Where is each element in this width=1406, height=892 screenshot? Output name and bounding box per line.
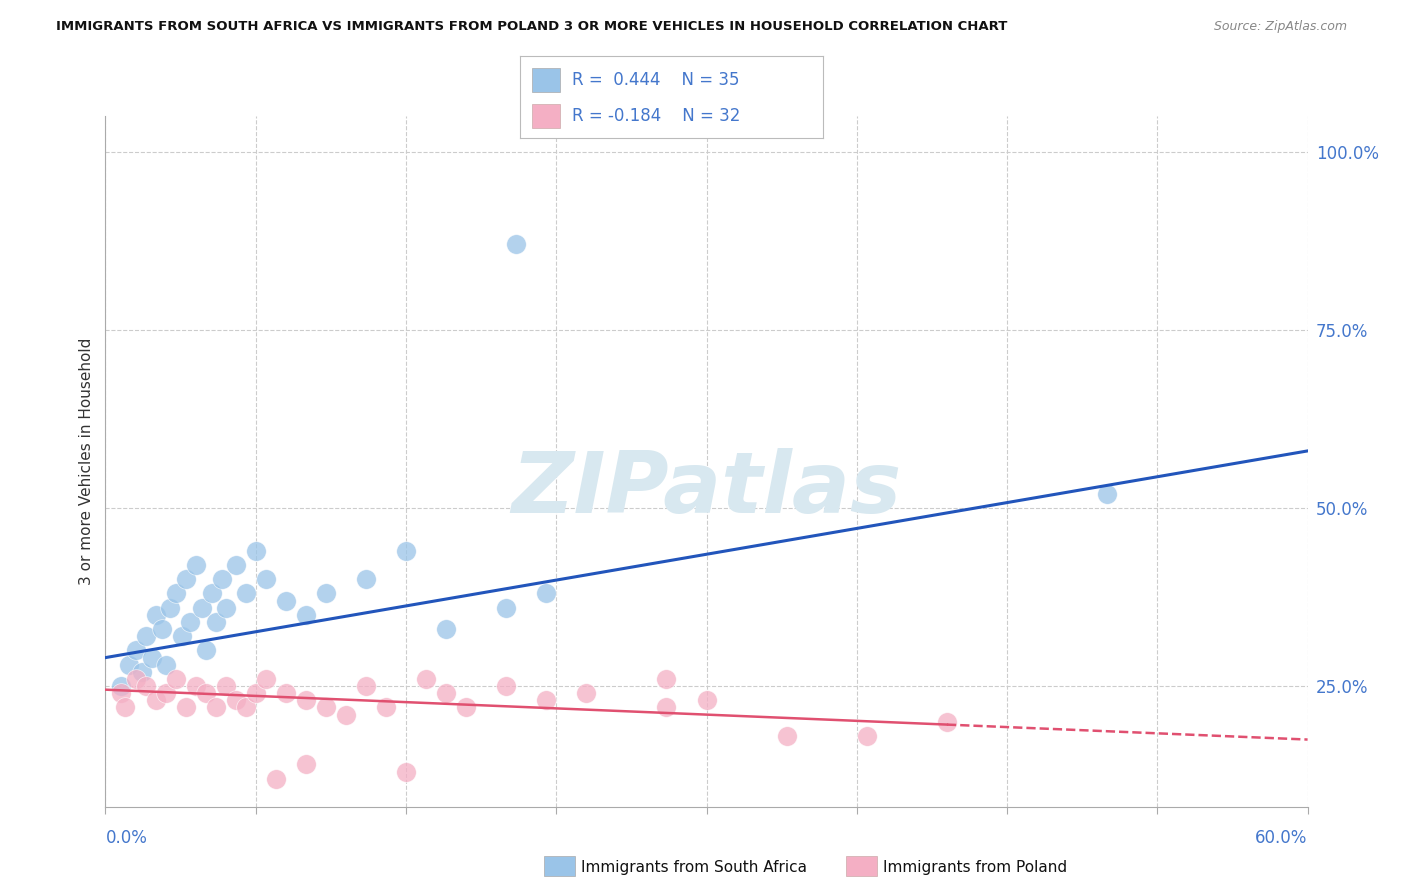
Point xyxy=(776,729,799,743)
Text: Source: ZipAtlas.com: Source: ZipAtlas.com xyxy=(1213,20,1347,33)
Point xyxy=(214,679,236,693)
Text: R =  0.444    N = 35: R = 0.444 N = 35 xyxy=(572,71,740,89)
Point xyxy=(124,643,146,657)
Y-axis label: 3 or more Vehicles in Household: 3 or more Vehicles in Household xyxy=(79,338,94,585)
Point xyxy=(1097,486,1119,500)
Point xyxy=(354,679,377,693)
Point xyxy=(936,714,959,729)
FancyBboxPatch shape xyxy=(533,68,560,92)
Point xyxy=(354,572,377,586)
Point xyxy=(395,543,418,558)
Point xyxy=(165,672,187,686)
Point xyxy=(225,693,247,707)
Point xyxy=(495,679,517,693)
Point xyxy=(135,629,157,643)
Text: R = -0.184    N = 32: R = -0.184 N = 32 xyxy=(572,107,740,125)
Point xyxy=(434,686,457,700)
Text: 0.0%: 0.0% xyxy=(105,830,148,847)
Point xyxy=(235,700,257,714)
Point xyxy=(194,686,217,700)
Point xyxy=(274,686,297,700)
Point xyxy=(159,600,181,615)
Point xyxy=(264,772,287,786)
Point xyxy=(696,693,718,707)
Point xyxy=(245,686,267,700)
Point xyxy=(110,686,132,700)
Point xyxy=(118,657,141,672)
Point xyxy=(204,615,226,629)
Point xyxy=(395,764,418,779)
Point xyxy=(295,757,318,772)
Point xyxy=(655,700,678,714)
FancyBboxPatch shape xyxy=(533,103,560,128)
Point xyxy=(179,615,201,629)
Point xyxy=(194,643,217,657)
Point xyxy=(170,629,193,643)
Text: 60.0%: 60.0% xyxy=(1256,830,1308,847)
Point xyxy=(575,686,598,700)
Point xyxy=(495,600,517,615)
Point xyxy=(155,686,177,700)
Point xyxy=(315,586,337,600)
Point xyxy=(110,679,132,693)
Point xyxy=(374,700,398,714)
Point xyxy=(214,600,236,615)
Point xyxy=(184,558,207,572)
Text: IMMIGRANTS FROM SOUTH AFRICA VS IMMIGRANTS FROM POLAND 3 OR MORE VEHICLES IN HOU: IMMIGRANTS FROM SOUTH AFRICA VS IMMIGRAN… xyxy=(56,20,1008,33)
Text: Immigrants from Poland: Immigrants from Poland xyxy=(883,860,1067,874)
Point xyxy=(415,672,437,686)
Point xyxy=(190,600,212,615)
Point xyxy=(235,586,257,600)
Point xyxy=(155,657,177,672)
Point xyxy=(114,700,136,714)
Text: Immigrants from South Africa: Immigrants from South Africa xyxy=(581,860,807,874)
Point xyxy=(145,693,167,707)
Point xyxy=(315,700,337,714)
Point xyxy=(141,650,163,665)
Point xyxy=(245,543,267,558)
Point xyxy=(225,558,247,572)
Point xyxy=(295,607,318,622)
Point xyxy=(131,665,153,679)
Point xyxy=(211,572,233,586)
Point xyxy=(135,679,157,693)
Point xyxy=(655,672,678,686)
Point xyxy=(254,672,277,686)
Point xyxy=(145,607,167,622)
Text: ZIPatlas: ZIPatlas xyxy=(512,448,901,531)
Point xyxy=(165,586,187,600)
Point xyxy=(184,679,207,693)
Point xyxy=(534,586,557,600)
Point xyxy=(274,593,297,607)
Point xyxy=(434,622,457,636)
Point xyxy=(335,707,357,722)
Point xyxy=(174,700,197,714)
Point xyxy=(201,586,224,600)
Point xyxy=(855,729,877,743)
Point xyxy=(150,622,173,636)
Point xyxy=(204,700,226,714)
Point xyxy=(295,693,318,707)
Point xyxy=(124,672,146,686)
Point xyxy=(254,572,277,586)
Point xyxy=(456,700,478,714)
Point xyxy=(174,572,197,586)
Point xyxy=(534,693,557,707)
Point xyxy=(505,237,527,252)
